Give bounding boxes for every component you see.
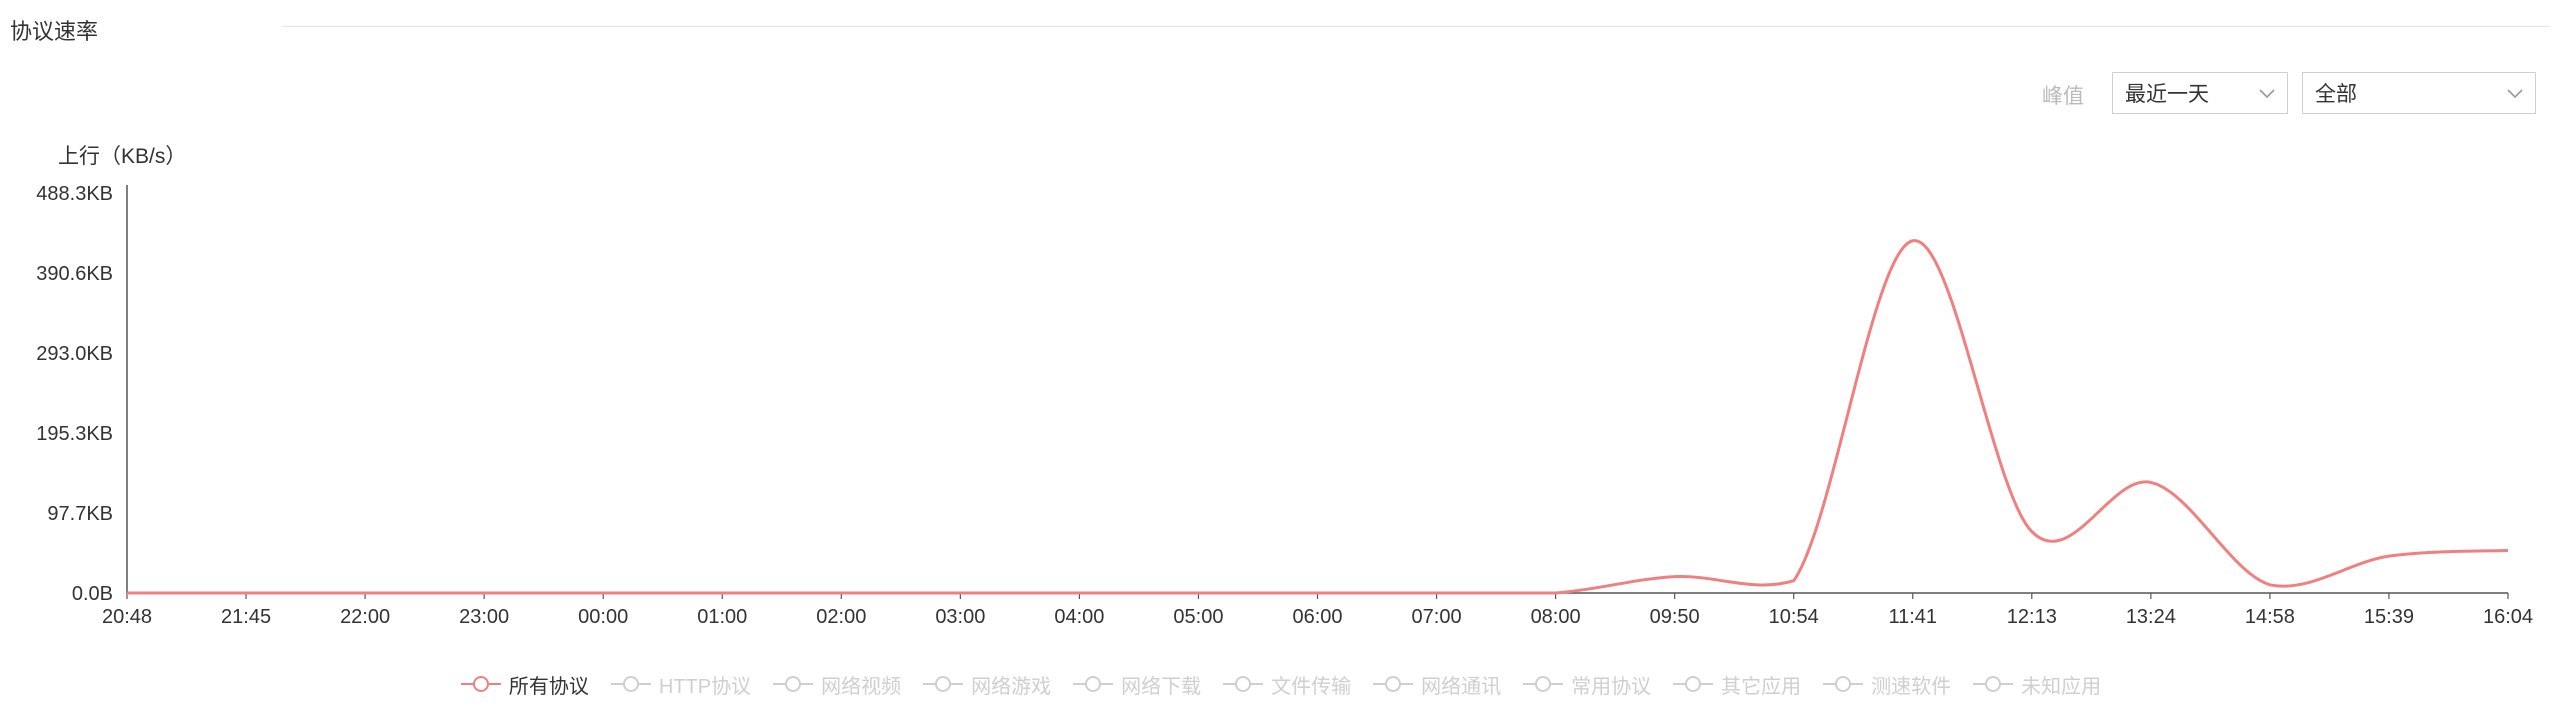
legend-marker-icon [923, 676, 964, 692]
legend-marker-icon [1523, 676, 1564, 692]
x-tick-label: 04:00 [1054, 606, 1104, 628]
protocol-select[interactable]: 全部 [2302, 72, 2536, 114]
legend-marker-icon [460, 676, 501, 692]
series-line-所有协议 [127, 239, 2509, 595]
x-tick-label: 10:54 [1769, 606, 1819, 628]
x-tick-label: 23:00 [459, 606, 509, 628]
time-range-select-value: 最近一天 [2125, 83, 2209, 106]
x-tick-label: 16:04 [2483, 606, 2533, 628]
section-title: 协议速率 [10, 19, 99, 44]
x-tick-label: 13:24 [2126, 606, 2176, 628]
x-tick-label: 11:41 [1888, 606, 1937, 628]
legend-marker-icon [1823, 676, 1864, 692]
x-tick-label: 09:50 [1650, 606, 1700, 628]
legend-item[interactable]: 所有协议 [459, 670, 589, 699]
protocol-select-value: 全部 [2315, 83, 2357, 106]
x-tick-label: 01:00 [697, 606, 747, 628]
peak-label: 峰值 [2042, 85, 2084, 108]
legend-item[interactable]: 测速软件 [1821, 670, 1951, 699]
legend-label: 其它应用 [1721, 675, 1802, 698]
legend-marker-icon [1223, 676, 1264, 692]
legend-marker-icon [610, 676, 651, 692]
chevron-down-icon [2507, 89, 2523, 99]
y-tick-label: 97.7KB [47, 503, 113, 525]
y-tick-label: 0.0B [72, 583, 113, 605]
legend-marker-icon [1973, 676, 2014, 692]
time-range-select[interactable]: 最近一天 [2112, 72, 2288, 114]
legend-label: 常用协议 [1571, 675, 1652, 698]
x-tick-label: 00:00 [578, 606, 628, 628]
x-tick-label: 05:00 [1173, 606, 1223, 628]
legend-item[interactable]: 文件传输 [1221, 670, 1351, 699]
legend-item[interactable]: HTTP协议 [609, 670, 751, 699]
chart-legend: 所有协议 HTTP协议 网络视频 网络游戏 网络下载 文件传输 网络通讯 常用协议 其它应用 测速… [0, 664, 2560, 704]
legend-marker-icon [1673, 676, 1714, 692]
legend-label: 网络视频 [821, 675, 902, 698]
legend-label: 测速软件 [1871, 675, 1952, 698]
legend-item[interactable]: 其它应用 [1671, 670, 1801, 699]
title-divider [282, 26, 2550, 27]
legend-label: 网络通讯 [1421, 675, 1502, 698]
y-tick-label: 488.3KB [36, 183, 113, 205]
y-tick-label: 195.3KB [36, 423, 113, 445]
legend-label: 文件传输 [1271, 675, 1352, 698]
y-tick-label: 390.6KB [36, 263, 113, 285]
x-tick-label: 12:13 [2007, 606, 2057, 628]
legend-marker-icon [1373, 676, 1414, 692]
legend-marker-icon [773, 676, 814, 692]
x-tick-label: 22:00 [340, 606, 390, 628]
legend-item[interactable]: 网络下载 [1071, 670, 1201, 699]
legend-item[interactable]: 网络视频 [771, 670, 901, 699]
x-tick-label: 14:58 [2245, 606, 2295, 628]
legend-marker-icon [1073, 676, 1114, 692]
legend-label: 所有协议 [508, 675, 589, 698]
legend-item[interactable]: 网络通讯 [1371, 670, 1501, 699]
legend-item[interactable]: 未知应用 [1971, 670, 2101, 699]
x-tick-label: 03:00 [935, 606, 985, 628]
legend-label: HTTP协议 [658, 675, 752, 698]
y-axis-label: 上行（KB/s） [58, 145, 187, 168]
chevron-down-icon [2259, 89, 2275, 99]
x-tick-label: 08:00 [1531, 606, 1581, 628]
x-tick-label: 15:39 [2364, 606, 2414, 628]
legend-label: 网络游戏 [971, 675, 1052, 698]
x-tick-label: 06:00 [1292, 606, 1342, 628]
y-tick-label: 293.0KB [36, 343, 113, 365]
x-tick-label: 02:00 [816, 606, 866, 628]
x-tick-label: 21:45 [221, 606, 271, 628]
legend-label: 未知应用 [2021, 675, 2102, 698]
x-tick-label: 07:00 [1412, 606, 1462, 628]
legend-item[interactable]: 常用协议 [1521, 670, 1651, 699]
legend-label: 网络下载 [1121, 675, 1202, 698]
legend-item[interactable]: 网络游戏 [921, 670, 1051, 699]
x-tick-label: 20:48 [102, 606, 152, 628]
